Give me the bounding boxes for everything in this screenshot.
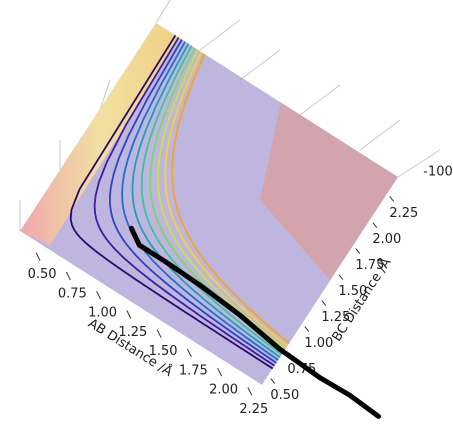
z-tick-label: -100 — [423, 165, 453, 180]
y-tick — [389, 196, 395, 202]
contour-line — [157, 32, 308, 366]
x-tick — [186, 348, 192, 358]
contour-line — [164, 34, 312, 366]
contour-line — [69, 23, 275, 370]
y-tick — [321, 300, 327, 306]
x-tick — [35, 252, 41, 261]
y-tick — [355, 248, 361, 254]
y-tick-label: 1.75 — [355, 258, 384, 273]
y-tick-label: 1.25 — [321, 310, 350, 325]
y-tick — [372, 222, 378, 228]
x-tick-label: 0.50 — [28, 267, 57, 282]
x-tick — [96, 290, 102, 300]
y-tick-label: 1.00 — [304, 336, 333, 351]
x-tick-label: 2.25 — [239, 402, 268, 417]
y-tick-label: 0.75 — [287, 362, 316, 377]
y-tick — [270, 378, 276, 384]
x-tick-label: 1.25 — [118, 325, 147, 340]
back-walls — [19, 0, 441, 231]
y-tick — [304, 326, 310, 332]
contour-line — [171, 36, 317, 365]
x-tick — [65, 271, 71, 281]
trajectory — [128, 225, 381, 419]
x-tick — [156, 329, 162, 338]
x-tick-label: 1.00 — [88, 306, 117, 321]
y-tick-label: 1.50 — [338, 284, 367, 299]
y-tick-label: 2.00 — [372, 232, 401, 247]
y-tick-label: 2.25 — [389, 206, 418, 221]
contour-line — [108, 23, 284, 369]
x-tick-label: 2.00 — [209, 383, 238, 398]
x-tick-label: 1.75 — [179, 363, 208, 378]
contour-line — [131, 26, 294, 368]
x-tick — [247, 387, 253, 396]
y-tick-label: 0.50 — [270, 388, 299, 403]
x-tick-label: 1.50 — [149, 344, 178, 359]
x-tick — [126, 310, 132, 319]
y-tick — [338, 274, 344, 280]
contour-line — [93, 23, 279, 370]
surface — [20, 23, 398, 385]
contour-line — [121, 24, 289, 368]
x-tick — [217, 367, 223, 377]
x-tick-label: 0.75 — [58, 286, 87, 301]
